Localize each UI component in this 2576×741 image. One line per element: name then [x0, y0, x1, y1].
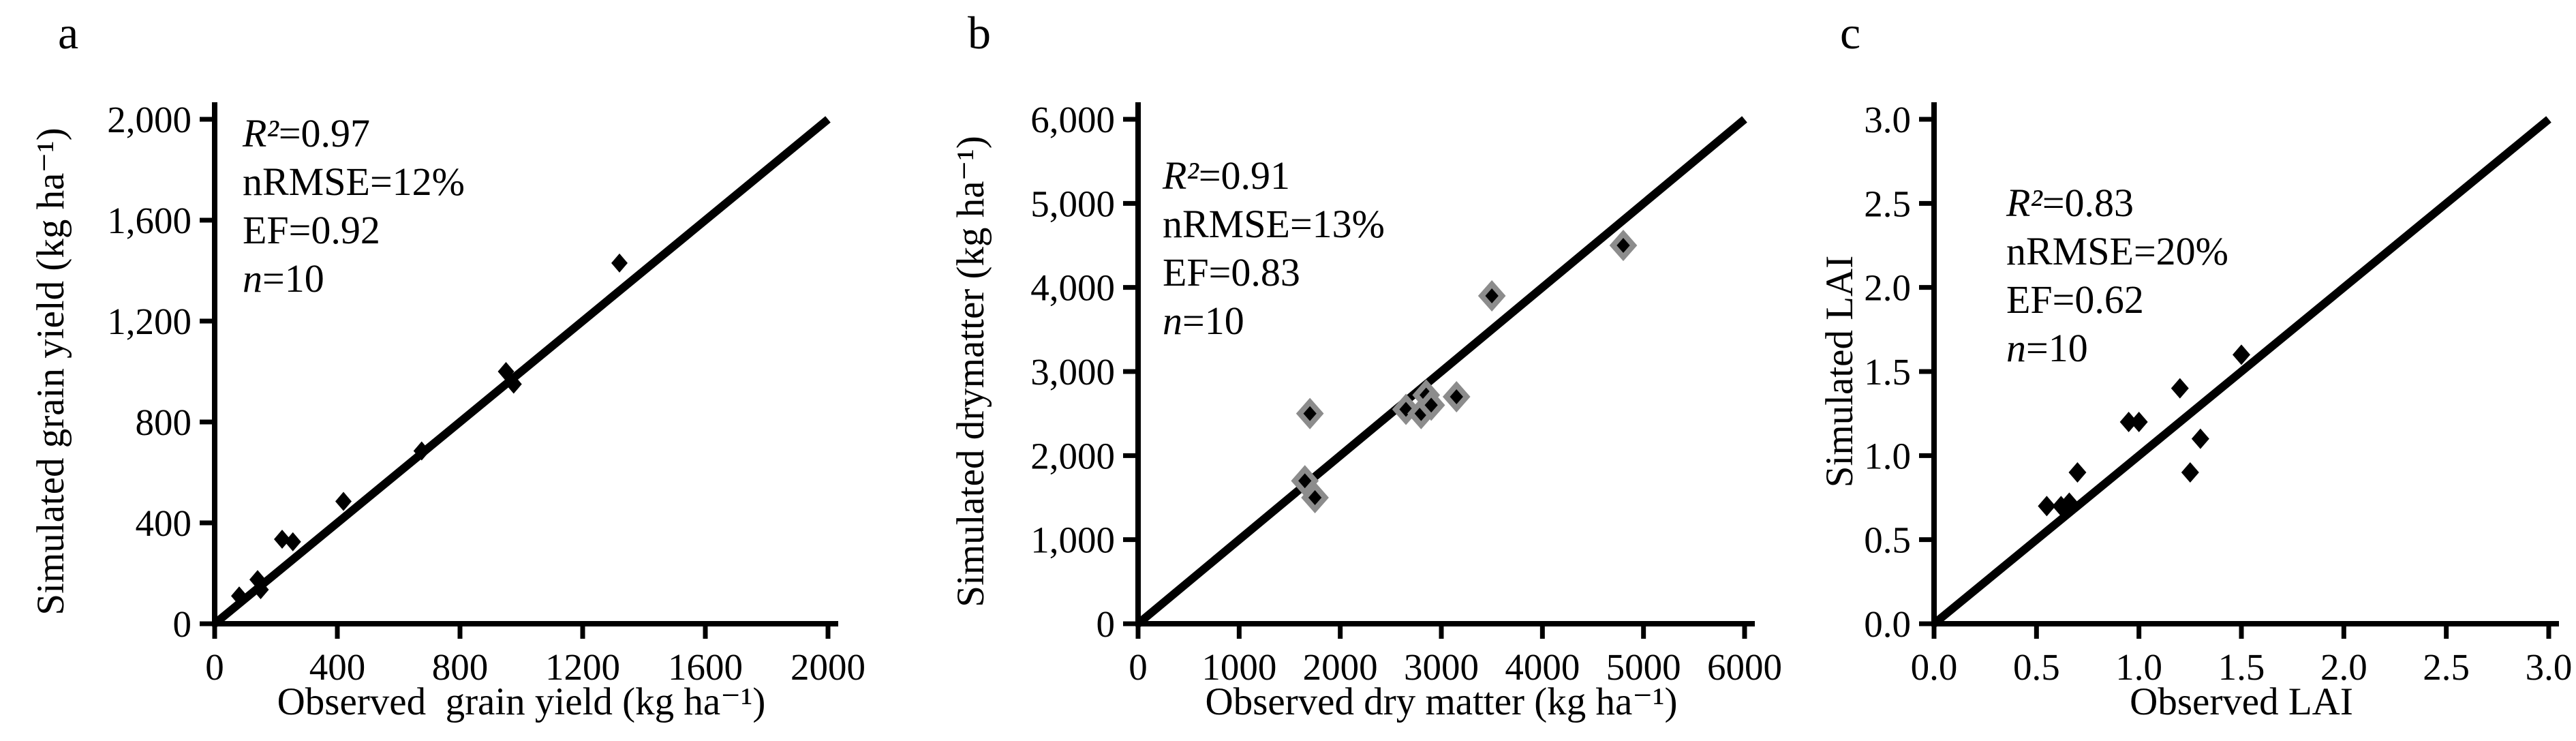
- x-axis-title-a: Observed grain yield (kg ha⁻¹): [277, 680, 766, 723]
- y-tick-label-b: 2,000: [1030, 435, 1115, 477]
- identity-line-c: [1931, 116, 2551, 627]
- data-point-a: [497, 362, 515, 381]
- x-tick-label-a: 800: [432, 646, 489, 688]
- data-point-c: [2181, 462, 2199, 483]
- x-tick-label-c: 2.5: [2423, 646, 2470, 688]
- y-axis-title-a: Simulated grain yield (kg ha⁻¹): [29, 127, 72, 616]
- x-tick-label-b: 1000: [1201, 646, 1276, 688]
- data-point-c: [2191, 428, 2209, 449]
- x-tick-label-b: 5000: [1606, 646, 1681, 688]
- data-point-c: [2060, 492, 2079, 513]
- stat-line: EF=0.62: [2006, 277, 2144, 322]
- data-point-a: [231, 586, 247, 606]
- stat-line: R²=0.91: [1163, 153, 1291, 198]
- data-point-b: [1417, 389, 1445, 421]
- data-point-c: [2130, 412, 2148, 432]
- y-tick-label-c: 2.0: [1864, 267, 1911, 309]
- data-point-b: [1295, 397, 1324, 429]
- y-tick-label-a: 1,600: [107, 200, 191, 241]
- x-tick-label-b: 6000: [1707, 646, 1782, 688]
- identity-line-a: [212, 116, 831, 627]
- y-tick-label-c: 0.5: [1864, 519, 1911, 561]
- stat-line: nRMSE=20%: [2006, 229, 2228, 273]
- x-axis-title-c: Observed LAI: [2130, 680, 2353, 723]
- x-tick-label-a: 1200: [545, 646, 620, 688]
- data-point-c: [2233, 344, 2250, 365]
- stats-block-c: R²=0.83 nRMSE=20% EF=0.62 n=10: [2006, 179, 2228, 372]
- data-point-c: [2119, 412, 2138, 432]
- data-point-c: [2038, 496, 2056, 517]
- data-point-c: [2171, 378, 2189, 399]
- stat-line: n=10: [243, 256, 324, 301]
- x-axis-title-b: Observed dry matter (kg ha⁻¹): [1205, 680, 1678, 723]
- x-tick-label-c: 2.0: [2320, 646, 2367, 688]
- data-point-c: [2068, 462, 2087, 483]
- y-tick-label-b: 5,000: [1030, 183, 1115, 224]
- stat-line: nRMSE=13%: [1163, 202, 1385, 246]
- x-tick-label-a: 0: [205, 646, 224, 688]
- stat-line: R²=0.97: [243, 111, 371, 155]
- x-tick-label-c: 3.0: [2526, 646, 2573, 688]
- y-tick-label-a: 0: [173, 603, 192, 645]
- data-point-a: [335, 492, 352, 511]
- y-tick-label-b: 6,000: [1030, 99, 1115, 140]
- x-tick-label-b: 3000: [1404, 646, 1479, 688]
- stat-line: EF=0.83: [1163, 250, 1300, 294]
- y-tick-label-a: 800: [136, 402, 192, 443]
- data-point-a: [505, 374, 522, 394]
- identity-line-b: [1135, 116, 1747, 627]
- stat-line: n=10: [1163, 299, 1244, 343]
- x-tick-label-c: 0.0: [1911, 646, 1958, 688]
- stats-block-b: R²=0.91 nRMSE=13% EF=0.83 n=10: [1163, 151, 1385, 345]
- y-tick-label-c: 1.0: [1864, 435, 1911, 477]
- x-tick-label-c: 1.0: [2115, 646, 2162, 688]
- panel-letter-b: b: [968, 7, 991, 59]
- y-tick-label-b: 4,000: [1030, 267, 1115, 309]
- x-tick-label-c: 0.5: [2013, 646, 2060, 688]
- stat-line: n=10: [2006, 326, 2088, 370]
- x-tick-label-b: 4000: [1505, 646, 1580, 688]
- stats-block-a: R²=0.97 nRMSE=12% EF=0.92 n=10: [243, 109, 465, 303]
- data-point-a: [252, 580, 269, 600]
- y-tick-label-b: 3,000: [1030, 351, 1115, 393]
- data-point-b: [1609, 229, 1638, 262]
- data-point-b: [1477, 279, 1506, 312]
- x-tick-label-a: 2000: [791, 646, 865, 688]
- stat-line: R²=0.83: [2006, 181, 2134, 225]
- y-tick-label-a: 1,200: [107, 301, 191, 342]
- panel-letter-c: c: [1840, 7, 1861, 59]
- y-tick-label-b: 1,000: [1030, 519, 1115, 561]
- stat-line: EF=0.92: [243, 208, 380, 252]
- y-axis-title-b: Simulated drymatter (kg ha⁻¹): [949, 136, 992, 607]
- y-tick-label-a: 400: [136, 502, 192, 544]
- x-tick-label-c: 1.5: [2218, 646, 2265, 688]
- data-point-b: [1291, 465, 1319, 497]
- data-point-a: [284, 532, 301, 551]
- y-tick-label-c: 0.0: [1864, 603, 1911, 645]
- y-tick-label-a: 2,000: [107, 99, 191, 140]
- data-point-b: [1442, 380, 1471, 413]
- data-point-a: [413, 441, 430, 461]
- data-point-a: [274, 530, 290, 549]
- data-point-a: [611, 253, 628, 273]
- data-point-b: [1301, 481, 1329, 514]
- x-tick-label-a: 1600: [668, 646, 743, 688]
- y-axis-title-c: Simulated LAI: [1818, 255, 1861, 488]
- x-tick-label-b: 0: [1129, 646, 1148, 688]
- y-tick-label-c: 3.0: [1864, 99, 1911, 140]
- x-tick-label-b: 2000: [1303, 646, 1378, 688]
- y-tick-label-c: 1.5: [1864, 351, 1911, 393]
- panel-letter-a: a: [58, 7, 79, 59]
- x-tick-label-a: 400: [309, 646, 366, 688]
- y-tick-label-c: 2.5: [1864, 183, 1911, 224]
- y-tick-label-b: 0: [1097, 603, 1116, 645]
- stat-line: nRMSE=12%: [243, 160, 465, 204]
